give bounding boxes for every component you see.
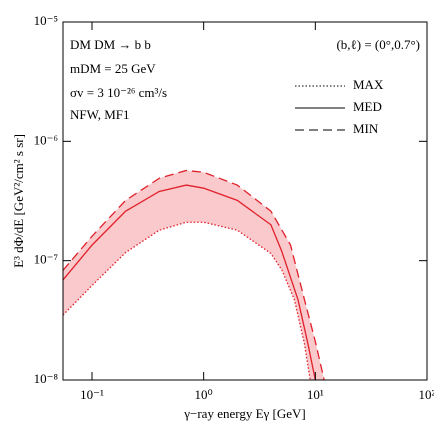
y-tick-label: 10⁻⁸ bbox=[34, 371, 59, 386]
annotation: σv = 3 10⁻²⁶ cm³/s bbox=[70, 85, 167, 100]
legend-label: MED bbox=[353, 99, 382, 114]
annotation: DM DM → b b bbox=[70, 37, 151, 52]
line-series bbox=[63, 169, 325, 380]
plot-frame bbox=[62, 21, 428, 381]
y-tick-label: 10⁻⁵ bbox=[34, 13, 58, 28]
x-tick-label: 10² bbox=[419, 387, 434, 402]
y-axis-label: E³ dΦ/dE [GeV²/cm² s sr] bbox=[11, 134, 26, 268]
x-tick-label: 10⁰ bbox=[195, 387, 213, 402]
annotation: (b,ℓ) = (0°,0.7°) bbox=[336, 37, 420, 52]
annotation: NFW, MF1 bbox=[70, 107, 129, 122]
legend-label: MIN bbox=[353, 121, 379, 136]
plot-area bbox=[63, 169, 325, 380]
legend-label: MAX bbox=[353, 77, 384, 92]
y-tick-label: 10⁻⁶ bbox=[34, 132, 58, 147]
x-axis-label: γ−ray energy Eγ [GeV] bbox=[183, 406, 305, 421]
annotation: mDM = 25 GeV bbox=[70, 61, 156, 76]
x-tick-label: 10¹ bbox=[307, 387, 324, 402]
band bbox=[63, 170, 325, 380]
line-series bbox=[63, 184, 316, 380]
line-series bbox=[63, 221, 311, 380]
x-tick-label: 10⁻¹ bbox=[80, 387, 104, 402]
y-tick-label: 10⁻⁷ bbox=[34, 252, 58, 267]
